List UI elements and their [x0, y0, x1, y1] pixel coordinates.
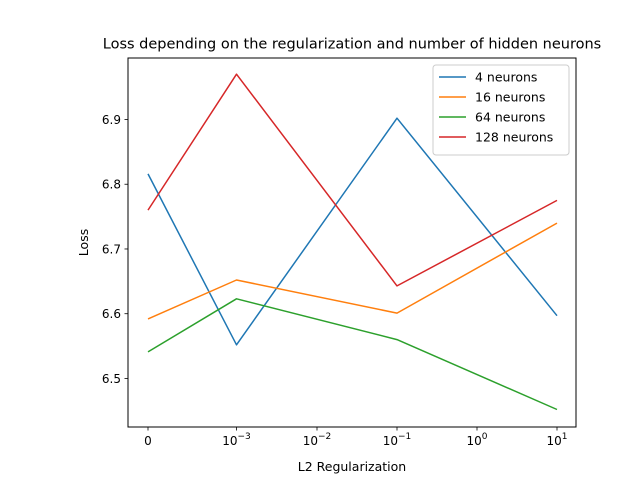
legend: 4 neurons 16 neurons 64 neurons 128 neurons [432, 64, 570, 156]
y-tick-label: 6.6 [102, 307, 121, 321]
legend-label: 128 neurons [475, 130, 553, 145]
series-line [147, 298, 558, 411]
chart-title: Loss depending on the regularization and… [103, 37, 602, 53]
x-tick-label: 10−3 [222, 432, 251, 448]
legend-label: 64 neurons [475, 110, 545, 125]
series-line [147, 222, 558, 320]
y-axis-label: Loss [76, 229, 91, 256]
x-axis-label: L2 Regularization [298, 459, 406, 474]
x-tick-label: 0 [144, 434, 152, 448]
legend-box [432, 64, 570, 156]
x-tick-label: 101 [546, 432, 567, 448]
y-tick-label: 6.9 [102, 113, 121, 127]
legend-label: 4 neurons [475, 70, 537, 85]
y-axis: 6.5 6.6 6.7 6.8 6.9 [102, 113, 128, 386]
x-tick-label: 10−2 [303, 432, 332, 448]
x-tick-label: 100 [466, 432, 487, 448]
y-tick-label: 6.8 [102, 178, 121, 192]
y-tick-label: 6.5 [102, 372, 121, 386]
y-tick-label: 6.7 [102, 242, 121, 256]
series-line [147, 117, 558, 346]
legend-label: 16 neurons [475, 90, 545, 105]
x-axis: 0 10−3 10−2 10−1 100 101 [144, 427, 568, 448]
plot-area [147, 73, 558, 411]
plot-frame [127, 57, 577, 428]
x-tick-label: 10−1 [383, 432, 412, 448]
series-line [147, 73, 558, 287]
